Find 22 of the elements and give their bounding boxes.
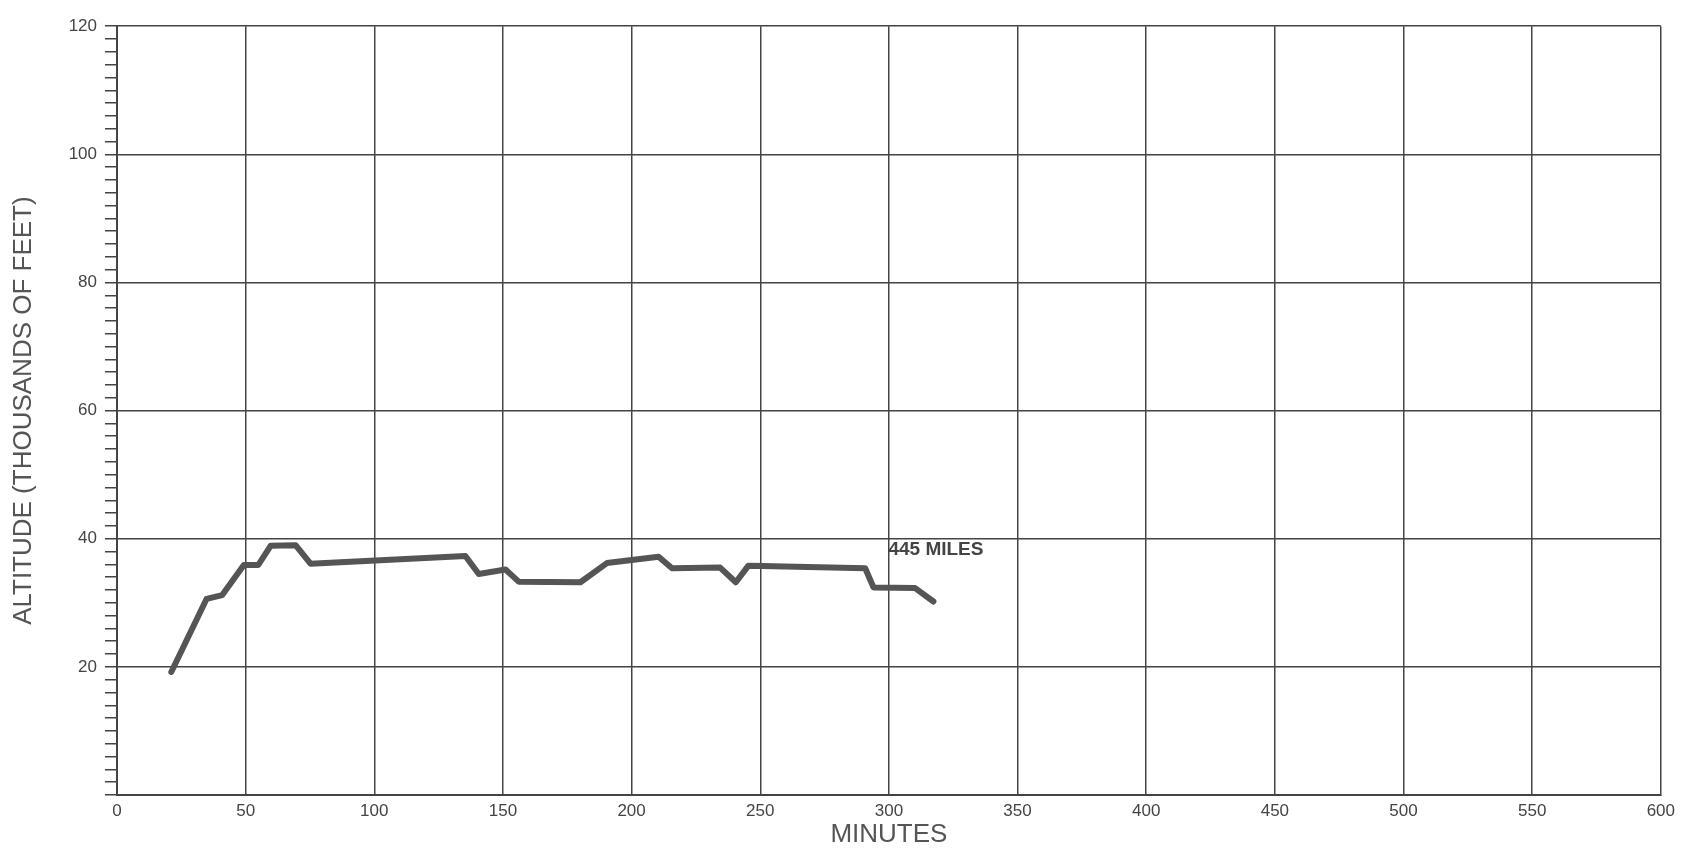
x-tick-label: 150 (488, 800, 518, 820)
x-tick-label: 100 (360, 800, 389, 820)
x-tick-label: 200 (617, 800, 646, 820)
x-tick-label: 0 (112, 800, 122, 820)
x-tick-label: 550 (1517, 800, 1547, 820)
annotation: 445 MILES (888, 538, 984, 560)
x-tick-label: 250 (746, 800, 775, 820)
y-tick-label: 20 (78, 656, 97, 676)
y-axis-title: ALTITUDE (THOUSANDS OF FEET) (6, 196, 37, 625)
y-tick-label: 80 (78, 272, 97, 292)
y-tick-label: 100 (68, 144, 97, 164)
x-tick-label: 300 (874, 800, 904, 820)
x-tick-label: 350 (1003, 800, 1032, 820)
y-tick-label: 40 (78, 528, 97, 548)
y-tick-label: 120 (68, 15, 97, 35)
y-tick-label: 60 (78, 400, 97, 420)
x-tick-label: 50 (236, 800, 256, 820)
x-axis-title: MINUTES (830, 817, 948, 848)
x-tick-label: 500 (1389, 800, 1418, 820)
x-tick-label: 450 (1260, 800, 1290, 820)
x-tick-label: 600 (1646, 800, 1676, 820)
x-tick-label: 400 (1132, 800, 1161, 820)
